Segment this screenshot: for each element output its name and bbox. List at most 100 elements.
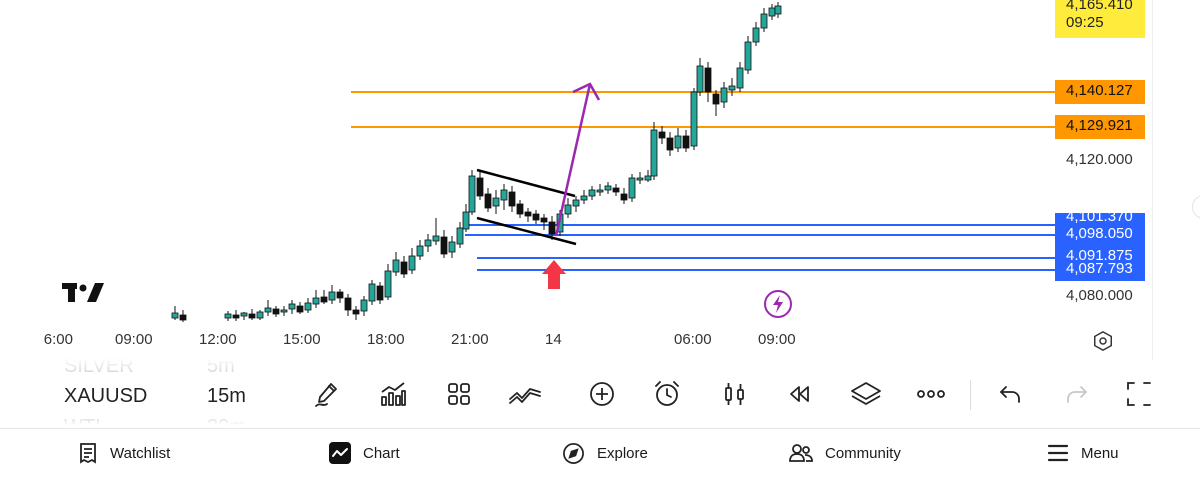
time-label: 21:00	[451, 331, 489, 348]
layout-grid-icon[interactable]	[444, 378, 474, 410]
candle-body	[462, 211, 470, 230]
candle-body	[736, 67, 744, 89]
undo-icon[interactable]	[995, 378, 1025, 410]
candle-body	[620, 193, 628, 201]
candle-body	[179, 314, 187, 321]
candle-body	[360, 299, 368, 312]
last-price-value: 4,165.410	[1066, 0, 1133, 13]
candle-body	[248, 313, 256, 319]
pencil-icon[interactable]	[312, 378, 342, 410]
candle-body	[682, 135, 690, 149]
candle-body	[256, 311, 264, 319]
nav-label: Watchlist	[110, 444, 171, 462]
candle-body	[752, 27, 760, 43]
time-label: 6:00	[43, 331, 73, 348]
entry-marker-arrow	[542, 260, 566, 289]
candlestick-type-icon[interactable]	[720, 378, 750, 410]
settings-icon[interactable]	[1092, 330, 1114, 352]
trend-lines-icon[interactable]	[508, 378, 542, 410]
candle-body	[440, 236, 448, 255]
interval-option[interactable]: 5m	[207, 355, 235, 377]
fullscreen-icon[interactable]	[1124, 378, 1154, 410]
candle-body	[400, 261, 408, 275]
candle-body	[476, 177, 484, 197]
interval-selector[interactable]: 15m	[207, 385, 246, 407]
candle-body	[468, 175, 476, 213]
axis-price-label: 4,120.000	[1066, 151, 1133, 168]
candle-body	[744, 41, 752, 71]
nav-chart[interactable]: Chart	[329, 429, 400, 477]
candle-body	[650, 129, 658, 177]
compass-icon	[563, 442, 584, 464]
candle-body	[336, 291, 344, 299]
tradingview-logo	[62, 283, 104, 302]
candle-body	[532, 213, 540, 221]
candle-body	[644, 175, 652, 181]
time-label: 18:00	[367, 331, 405, 348]
support-price-tag: 4,091.875	[1066, 247, 1133, 264]
candle-body	[312, 297, 320, 305]
candle-body	[696, 65, 704, 93]
lightning-icon[interactable]	[763, 289, 793, 319]
indicators-icon[interactable]	[378, 378, 408, 410]
candle-body	[636, 177, 644, 181]
nav-watchlist[interactable]: Watchlist	[78, 429, 170, 477]
symbol-option[interactable]: SILVER	[64, 355, 134, 377]
symbol-selector[interactable]: XAUUSD	[64, 385, 148, 407]
resistance-price-tag: 4,140.127	[1055, 80, 1145, 104]
candle-body	[774, 5, 782, 15]
projection-arrow	[554, 83, 592, 237]
candle-body	[264, 307, 272, 313]
candle-body	[280, 309, 288, 313]
price-chart[interactable]	[0, 0, 1200, 360]
candle-body	[658, 131, 666, 139]
layers-icon[interactable]	[849, 378, 883, 410]
projection-arrowhead	[572, 82, 601, 101]
candle-body	[320, 296, 328, 303]
chart-edge-divider	[1152, 0, 1153, 360]
candle-body	[760, 13, 768, 29]
redo-icon[interactable]	[1062, 378, 1092, 410]
time-label: 14	[545, 331, 562, 348]
chart-area[interactable]: 4,165.410 09:25 4,140.127 4,129.921 4,10…	[0, 0, 1200, 360]
candle-body	[564, 204, 572, 215]
support-tags-group: 4,101.370 4,098.050 4,091.875 4,087.793	[1055, 213, 1145, 281]
candle-body	[272, 308, 280, 315]
add-icon[interactable]	[587, 378, 617, 410]
alert-clock-icon[interactable]	[652, 378, 682, 410]
candle-body	[666, 137, 674, 151]
replay-icon[interactable]	[784, 378, 814, 410]
candle-body	[296, 305, 304, 313]
support-price-tag: 4,101.370	[1066, 213, 1133, 225]
candle-body	[704, 67, 712, 93]
candle-body	[580, 195, 588, 201]
candle-body	[524, 211, 532, 217]
bar-countdown: 09:25	[1066, 14, 1104, 31]
candle-body	[548, 221, 556, 235]
more-icon[interactable]	[916, 378, 946, 410]
candle-body	[596, 189, 604, 193]
candle-body	[492, 197, 500, 207]
nav-label: Explore	[597, 444, 648, 462]
candle-body	[432, 235, 440, 242]
time-label: 12:00	[199, 331, 237, 348]
nav-community[interactable]: Community	[789, 429, 901, 477]
nav-label: Community	[825, 444, 901, 462]
nav-explore[interactable]: Explore	[562, 429, 648, 477]
trendline	[476, 216, 577, 246]
candle-body	[376, 285, 384, 301]
candle-body	[392, 259, 400, 273]
candle-body	[588, 189, 596, 197]
nav-label: Menu	[1081, 444, 1119, 462]
candle-body	[240, 312, 248, 317]
candle-body	[368, 283, 376, 302]
trendline	[476, 168, 576, 198]
support-price-tag: 4,098.050	[1066, 225, 1145, 242]
candle-body	[224, 313, 232, 319]
candle-body	[516, 203, 524, 215]
last-price-tag: 4,165.410 09:25	[1055, 0, 1145, 38]
time-label: 09:00	[758, 331, 796, 348]
candle-body	[690, 91, 698, 147]
nav-menu[interactable]: Menu	[1047, 429, 1119, 477]
time-label: 09:00	[115, 331, 153, 348]
